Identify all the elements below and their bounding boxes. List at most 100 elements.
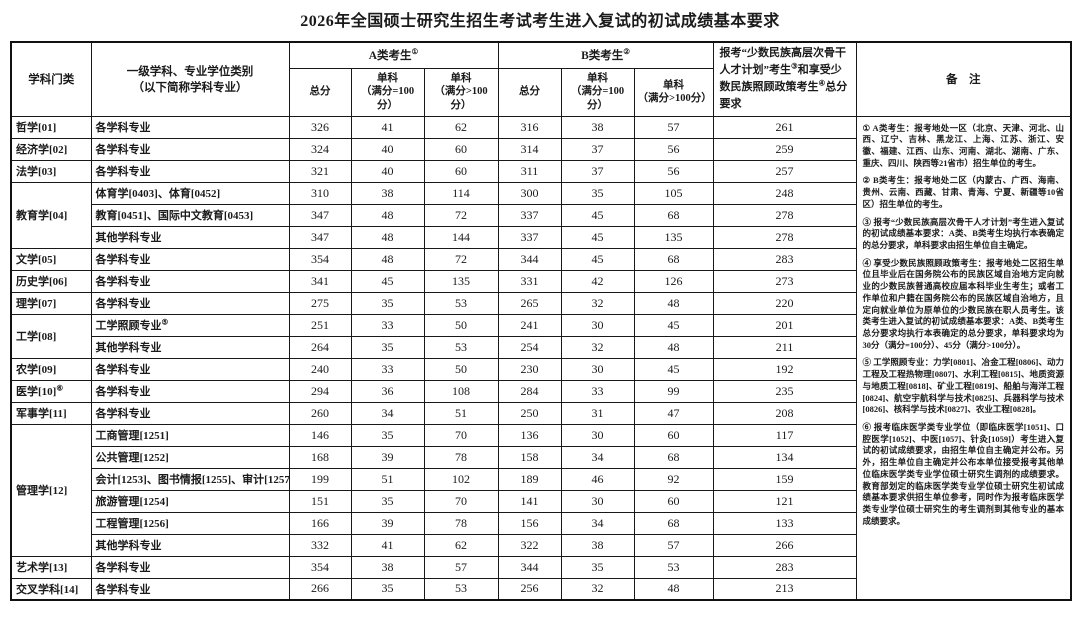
minority-score-cell: 248 bbox=[712, 181, 857, 205]
specialty-cell: 各学科专业 bbox=[90, 379, 290, 403]
table-row: 农学[09] 各学科专业 240 33 50 230 30 45 192 bbox=[10, 357, 1071, 381]
score-cell: 34 bbox=[560, 511, 635, 535]
score-cell: 56 bbox=[633, 159, 714, 183]
note-item: ⑤ 工学照顾专业：力学[0801]、冶金工程[0806]、动力工程及工程热物理[… bbox=[862, 357, 1065, 415]
score-cell: 35 bbox=[560, 555, 635, 579]
score-cell: 126 bbox=[633, 269, 714, 293]
score-cell: 199 bbox=[288, 467, 352, 491]
minority-score-cell: 159 bbox=[712, 467, 857, 491]
footnote-ref-a: ① bbox=[411, 47, 419, 57]
score-cell: 62 bbox=[423, 115, 499, 139]
score-cell: 35 bbox=[350, 423, 425, 447]
header-group-b-label: B类考生 bbox=[581, 50, 624, 63]
category-cell: 农学[09] bbox=[10, 357, 92, 381]
score-cell: 151 bbox=[288, 489, 352, 513]
score-cell: 158 bbox=[497, 445, 562, 469]
score-cell: 48 bbox=[633, 577, 714, 601]
header-row-subcolumns: 总分 单科 （满分=100分） 单科 （满分>100分） 总分 单科 （满分=1… bbox=[11, 67, 1071, 117]
note-item: ④ 享受少数民族照顾政策考生：报考地处二区招生单位且毕业后在国务院公布的民族区域… bbox=[862, 257, 1065, 350]
minority-score-cell: 201 bbox=[712, 313, 857, 337]
score-cell: 35 bbox=[350, 291, 425, 315]
category-cell: 交叉学科[14] bbox=[10, 577, 92, 601]
score-cell: 68 bbox=[633, 445, 714, 469]
score-cell: 35 bbox=[350, 489, 425, 513]
note-item: ② B类考生：报考地处二区（内蒙古、广西、海南、贵州、云南、西藏、甘肃、青海、宁… bbox=[862, 175, 1065, 209]
minority-score-cell: 283 bbox=[712, 555, 857, 579]
table-row: 哲学[01] 各学科专业 326 41 62 316 38 57 261 ① A类考生：报考地处一… bbox=[10, 115, 1072, 601]
score-cell: 30 bbox=[560, 489, 635, 513]
minority-score-cell: 211 bbox=[712, 335, 857, 359]
score-cell: 33 bbox=[350, 357, 425, 381]
minority-score-cell: 266 bbox=[712, 533, 857, 557]
score-cell: 47 bbox=[633, 401, 714, 425]
score-cell: 40 bbox=[350, 159, 425, 183]
minority-score-cell: 117 bbox=[712, 423, 857, 447]
score-cell: 68 bbox=[633, 247, 714, 271]
score-cell: 38 bbox=[560, 115, 635, 139]
score-cell: 275 bbox=[288, 291, 352, 315]
score-cell: 70 bbox=[423, 489, 499, 513]
score-cell: 37 bbox=[560, 137, 635, 161]
score-cell: 294 bbox=[288, 379, 352, 403]
category-cell: 历史学[06] bbox=[10, 269, 92, 293]
header-a-single-100: 单科 （满分=100分） bbox=[350, 67, 425, 117]
score-cell: 50 bbox=[423, 357, 499, 381]
score-cell: 35 bbox=[350, 577, 425, 601]
score-cell: 251 bbox=[288, 313, 352, 337]
footnote-ref: ③ bbox=[791, 61, 798, 71]
note-item: ① A类考生：报考地处一区（北京、天津、河北、山西、辽宁、吉林、黑龙江、上海、江… bbox=[862, 122, 1065, 168]
score-cell: 34 bbox=[560, 445, 635, 469]
score-cell: 48 bbox=[633, 335, 714, 359]
score-cell: 332 bbox=[288, 533, 352, 557]
score-cell: 168 bbox=[288, 445, 352, 469]
score-cell: 144 bbox=[423, 225, 499, 249]
category-cell: 法学[03] bbox=[10, 159, 92, 183]
table-row: 交叉学科[14] 各学科专业 266 35 53 256 32 48 213 bbox=[10, 577, 1071, 601]
score-cell: 347 bbox=[288, 203, 352, 227]
header-minority-total: 报考“少数民族高层次骨干人才计划”考生③和享受少数民族照顾政策考生④总分要求 bbox=[712, 41, 857, 117]
score-cell: 78 bbox=[423, 445, 499, 469]
score-cell: 264 bbox=[288, 335, 352, 359]
score-cell: 32 bbox=[560, 577, 635, 601]
specialty-cell: 教育[0451]、国际中文教育[0453] bbox=[90, 203, 290, 227]
score-cell: 53 bbox=[423, 335, 499, 359]
score-cell: 32 bbox=[560, 335, 635, 359]
score-cell: 37 bbox=[560, 159, 635, 183]
score-cell: 45 bbox=[560, 203, 635, 227]
score-cell: 102 bbox=[423, 467, 499, 491]
table-row: 经济学[02] 各学科专业 324 40 60 314 37 56 259 bbox=[10, 137, 1071, 161]
notes-cell: ① A类考生：报考地处一区（北京、天津、河北、山西、辽宁、吉林、黑龙江、上海、江… bbox=[855, 115, 1072, 601]
score-cell: 57 bbox=[633, 533, 714, 557]
score-cell: 265 bbox=[497, 291, 562, 315]
specialty-cell: 各学科专业 bbox=[90, 115, 290, 139]
minority-score-cell: 220 bbox=[712, 291, 857, 315]
score-cell: 53 bbox=[423, 577, 499, 601]
category-cell: 军事学[11] bbox=[10, 401, 92, 425]
score-cell: 337 bbox=[497, 225, 562, 249]
minority-score-cell: 213 bbox=[712, 577, 857, 601]
specialty-cell: 各学科专业 bbox=[90, 555, 290, 579]
score-cell: 68 bbox=[633, 203, 714, 227]
score-cell: 322 bbox=[497, 533, 562, 557]
specialty-cell: 各学科专业 bbox=[90, 577, 290, 601]
header-row-groups: 学科门类 一级学科、专业学位类别 （以下简称学科专业） A类考生① B类考生② … bbox=[10, 41, 1072, 117]
score-cell: 254 bbox=[497, 335, 562, 359]
specialty-cell: 工程管理[1256] bbox=[90, 511, 290, 535]
header-b-single-gt100: 单科 （满分>100分） bbox=[633, 67, 714, 117]
table-row: 管理学[12] 工商管理[1251] 146 35 70 136 30 60 117 bbox=[10, 423, 1071, 557]
score-cell: 68 bbox=[633, 511, 714, 535]
table-row: 军事学[11] 各学科专业 260 34 51 250 31 47 208 bbox=[10, 401, 1071, 425]
header-group-a-label: A类考生 bbox=[368, 50, 412, 63]
score-cell: 72 bbox=[423, 203, 499, 227]
score-cell: 230 bbox=[497, 357, 562, 381]
score-cell: 311 bbox=[497, 159, 562, 183]
minority-score-cell: 261 bbox=[712, 115, 857, 139]
score-cell: 57 bbox=[423, 555, 499, 579]
category-cell: 教育学[04] bbox=[10, 181, 92, 249]
specialty-cell: 各学科专业 bbox=[90, 137, 290, 161]
score-cell: 38 bbox=[560, 533, 635, 557]
header-a-total: 总分 bbox=[288, 67, 352, 117]
table-row: 医学[10]⑥ 各学科专业 294 36 108 284 33 99 235 bbox=[10, 379, 1071, 403]
header-category: 学科门类 bbox=[10, 41, 92, 117]
score-cell: 30 bbox=[560, 357, 635, 381]
